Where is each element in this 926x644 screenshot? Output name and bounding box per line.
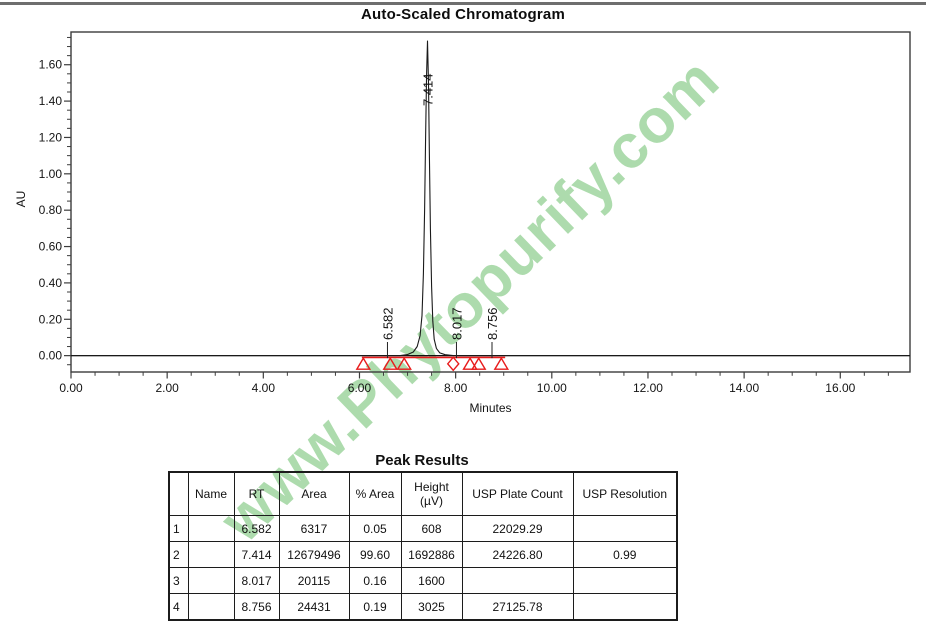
table-cell [187, 515, 235, 542]
x-tick-label: 14.00 [729, 381, 759, 395]
peak-rt-label: 8.017 [449, 307, 464, 340]
table-cell: 0.99 [572, 541, 678, 568]
y-tick-label: 1.20 [39, 130, 63, 144]
integration-marker-triangle [382, 356, 398, 370]
table-cell: 3025 [400, 593, 463, 621]
plot-frame [70, 31, 911, 373]
table-cell: 0.19 [348, 593, 402, 621]
col-header-name: Name [187, 471, 235, 516]
x-tick-label: 2.00 [155, 381, 179, 395]
x-tick-label: 6.00 [348, 381, 372, 395]
integration-marker-diamond [446, 356, 460, 372]
x-tick-label: 4.00 [252, 381, 276, 395]
x-tick-label: 0.00 [59, 381, 83, 395]
peak-rt-label: 7.414 [420, 73, 435, 106]
table-cell: 8.017 [233, 567, 280, 594]
table-cell [572, 515, 678, 542]
row-number-cell: 1 [168, 515, 189, 542]
table-cell: 1600 [400, 567, 463, 594]
table-row: 4 8.756 24431 0.19 3025 27125.78 [168, 593, 678, 621]
y-tick-label: 0.40 [39, 276, 63, 290]
table-header-row: Name RT Area% Area Height (µV) USP Plate Cou… [168, 471, 678, 516]
table-cell: 24431 [278, 593, 350, 621]
peak-results-table: Name RT Area% Area Height (µV) USP Plate Cou… [168, 471, 678, 621]
col-header-usp-plate-count: USP Plate Count [461, 471, 574, 516]
table-cell: 12679496 [278, 541, 350, 568]
y-tick-label: 0.00 [39, 349, 63, 363]
table-cell [187, 567, 235, 594]
table-row: 1 6.582 6317 0.05 608 22029.29 [168, 515, 678, 542]
y-axis-title: AU [14, 191, 28, 208]
table-row: 2 7.414 12679496 99.60 1692886 24226.80 0.99 [168, 541, 678, 568]
y-tick-label: 0.80 [39, 203, 63, 217]
y-tick-label: 0.20 [39, 312, 63, 326]
table-cell [461, 567, 574, 594]
x-axis-title: Minutes [469, 401, 511, 415]
table-cell [187, 541, 235, 568]
table-cell: 0.05 [348, 515, 402, 542]
table-cell: 8.756 [233, 593, 280, 621]
row-number-cell: 3 [168, 567, 189, 594]
chart-title: Auto-Scaled Chromatogram [361, 6, 565, 23]
table-cell: 24226.80 [461, 541, 574, 568]
table-cell: 22029.29 [461, 515, 574, 542]
col-header-area: Area [278, 471, 350, 516]
y-tick-label: 1.60 [39, 58, 63, 72]
integration-marker-triangle [355, 356, 372, 370]
x-tick-label: 8.00 [444, 381, 468, 395]
table-cell: 20115 [278, 567, 350, 594]
integration-marker-triangle [462, 356, 478, 370]
col-header-height: Height (µV) [400, 471, 463, 516]
integration-marker-triangle [470, 356, 487, 370]
peak-rt-label: 6.582 [380, 307, 395, 340]
table-cell [572, 567, 678, 594]
integration-marker-triangle [493, 356, 510, 370]
peak-rt-label: 8.756 [485, 307, 500, 340]
table-cell: 6317 [278, 515, 350, 542]
table-cell: 6.582 [233, 515, 280, 542]
x-tick-label: 10.00 [537, 381, 567, 395]
table-cell: 0.16 [348, 567, 402, 594]
table-cell: 27125.78 [461, 593, 574, 621]
page-top-border [0, 2, 926, 5]
peak-results-title: Peak Results [375, 452, 469, 469]
row-number-cell: 2 [168, 541, 189, 568]
y-tick-label: 1.00 [39, 167, 63, 181]
col-header-index [168, 471, 189, 516]
table-cell: 608 [400, 515, 463, 542]
table-row: 3 8.017 20115 0.16 1600 [168, 567, 678, 594]
y-tick-label: 0.60 [39, 240, 63, 254]
chromatogram-plot: 0.00 0.20 0.40 0.60 0.80 1.00 1.20 1.40 1.60 0.00… [14, 31, 911, 415]
table-cell [572, 593, 678, 621]
col-header-area: % Area [348, 471, 402, 516]
x-tick-label: 12.00 [633, 381, 663, 395]
x-tick-label: 16.00 [825, 381, 855, 395]
y-tick-label: 1.40 [39, 94, 63, 108]
table-cell: 99.60 [348, 541, 402, 568]
table-cell [187, 593, 235, 621]
integration-marker-triangle [396, 356, 412, 370]
row-number-cell: 4 [168, 593, 189, 621]
col-header-usp-resolution: USP Resolution [572, 471, 678, 516]
table-cell: 7.414 [233, 541, 280, 568]
table-cell: 1692886 [400, 541, 463, 568]
col-header-rt: RT [233, 471, 280, 516]
chromatogram-trace [71, 40, 910, 357]
